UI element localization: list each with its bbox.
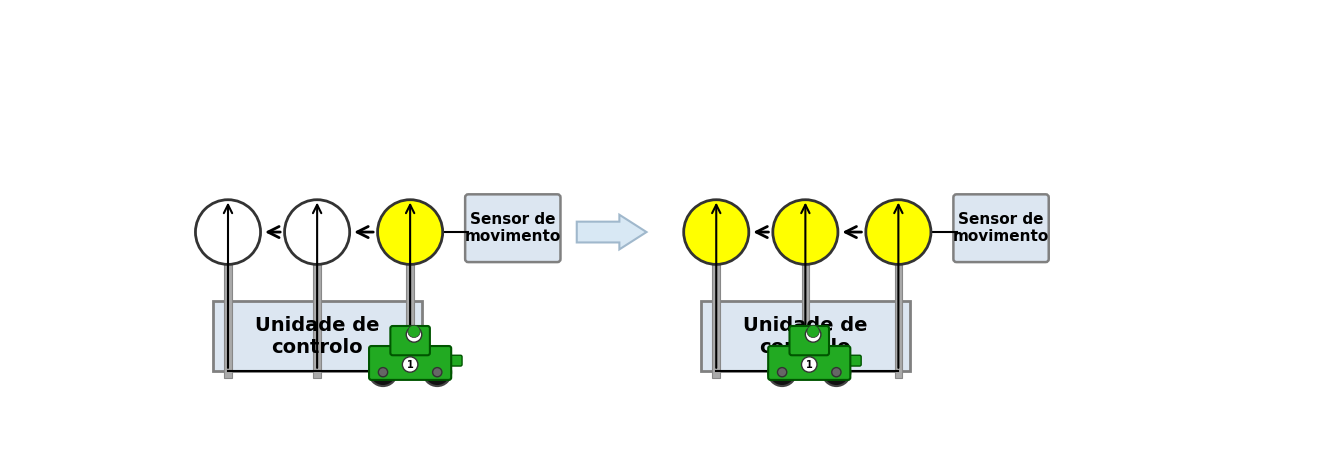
Text: Unidade de
controlo: Unidade de controlo: [744, 316, 867, 356]
FancyBboxPatch shape: [212, 301, 422, 371]
Circle shape: [406, 327, 422, 342]
Circle shape: [805, 327, 821, 342]
Circle shape: [378, 368, 388, 377]
FancyBboxPatch shape: [712, 264, 720, 378]
Text: Unidade de
controlo: Unidade de controlo: [255, 316, 380, 356]
Circle shape: [377, 200, 442, 264]
Circle shape: [433, 368, 442, 377]
FancyBboxPatch shape: [768, 346, 850, 380]
Circle shape: [831, 368, 841, 377]
Circle shape: [369, 358, 397, 386]
FancyBboxPatch shape: [313, 264, 321, 378]
FancyBboxPatch shape: [406, 264, 414, 378]
Circle shape: [773, 200, 838, 264]
Circle shape: [195, 200, 260, 264]
Text: 1: 1: [806, 360, 813, 370]
Circle shape: [768, 358, 795, 386]
FancyBboxPatch shape: [369, 346, 452, 380]
Circle shape: [807, 325, 819, 338]
Text: Sensor de
movimento: Sensor de movimento: [465, 212, 560, 245]
Text: 1: 1: [406, 360, 413, 370]
FancyBboxPatch shape: [802, 264, 809, 378]
Circle shape: [408, 325, 420, 338]
Circle shape: [402, 357, 418, 372]
FancyBboxPatch shape: [701, 301, 910, 371]
FancyBboxPatch shape: [842, 355, 861, 366]
FancyBboxPatch shape: [954, 194, 1049, 262]
FancyBboxPatch shape: [224, 264, 232, 378]
Circle shape: [284, 200, 349, 264]
Circle shape: [866, 200, 931, 264]
Text: Sensor de
movimento: Sensor de movimento: [954, 212, 1049, 245]
Circle shape: [777, 368, 786, 377]
Circle shape: [802, 357, 817, 372]
Circle shape: [424, 358, 452, 386]
FancyBboxPatch shape: [390, 326, 430, 355]
Circle shape: [822, 358, 850, 386]
FancyBboxPatch shape: [465, 194, 560, 262]
FancyArrow shape: [576, 215, 647, 250]
FancyBboxPatch shape: [789, 326, 829, 355]
FancyBboxPatch shape: [444, 355, 462, 366]
FancyBboxPatch shape: [895, 264, 902, 378]
Circle shape: [684, 200, 749, 264]
